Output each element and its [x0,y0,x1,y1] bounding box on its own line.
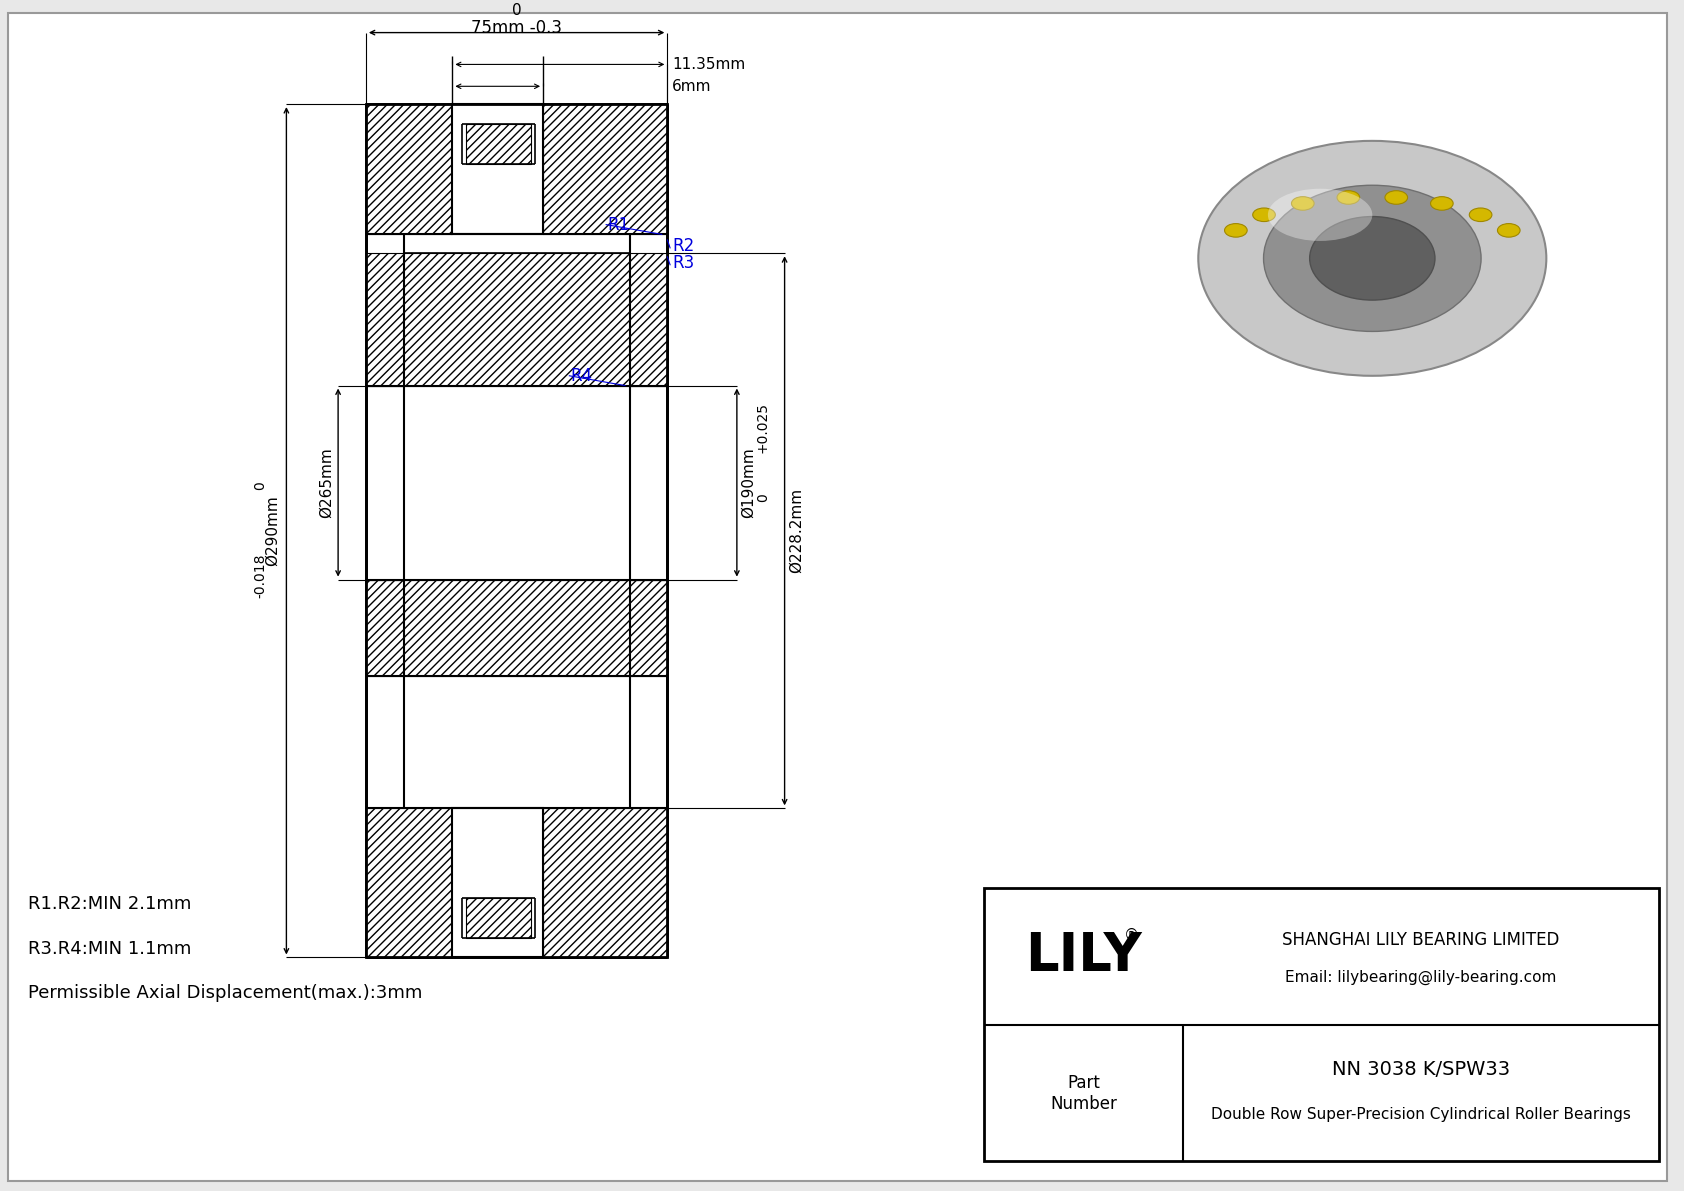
Text: R4: R4 [571,367,593,385]
Text: R3.R4:MIN 1.1mm: R3.R4:MIN 1.1mm [29,940,192,958]
Ellipse shape [1253,208,1275,222]
Ellipse shape [1470,208,1492,222]
Text: 6mm: 6mm [672,79,712,94]
Polygon shape [466,124,530,164]
Text: Ø228.2mm: Ø228.2mm [790,488,803,573]
Text: 0: 0 [512,4,522,18]
Text: NN 3038 K/SPW33: NN 3038 K/SPW33 [1332,1060,1511,1079]
Text: 75mm -0.3: 75mm -0.3 [472,19,562,37]
Text: Ø190mm: Ø190mm [741,447,756,518]
Ellipse shape [1310,217,1435,300]
Bar [453,809,542,958]
Ellipse shape [1263,186,1482,331]
Ellipse shape [1292,197,1314,211]
Text: 0: 0 [254,481,268,491]
Bar [985,887,1659,1161]
Text: Email: lilybearing@lily-bearing.com: Email: lilybearing@lily-bearing.com [1285,969,1556,985]
Text: LILY: LILY [1026,930,1142,983]
Text: Permissible Axial Displacement(max.):3mm: Permissible Axial Displacement(max.):3mm [29,984,423,1003]
Polygon shape [365,809,453,958]
Text: Ø265mm: Ø265mm [318,447,333,518]
Text: Ø290mm: Ø290mm [264,495,280,566]
Text: R1.R2:MIN 2.1mm: R1.R2:MIN 2.1mm [29,894,192,912]
Text: -0.018: -0.018 [254,554,268,598]
Ellipse shape [1384,191,1408,205]
Bar [365,104,667,958]
Text: R2: R2 [672,237,694,255]
Polygon shape [365,580,667,676]
Text: +0.025: +0.025 [756,403,770,454]
Text: ®: ® [1123,928,1140,943]
Text: Double Row Super-Precision Cylindrical Roller Bearings: Double Row Super-Precision Cylindrical R… [1211,1108,1632,1122]
Text: Part
Number: Part Number [1051,1074,1118,1114]
Text: 11.35mm: 11.35mm [672,57,746,71]
Ellipse shape [1430,197,1453,211]
Text: 0: 0 [756,493,770,501]
Text: R1: R1 [608,216,630,233]
Polygon shape [365,104,453,235]
Ellipse shape [1224,224,1248,237]
Bar [453,104,542,235]
Ellipse shape [1337,191,1359,205]
Text: SHANGHAI LILY BEARING LIMITED: SHANGHAI LILY BEARING LIMITED [1282,930,1559,948]
Polygon shape [542,104,667,235]
Ellipse shape [1497,224,1521,237]
Polygon shape [466,898,530,937]
Text: R3: R3 [672,255,694,273]
Ellipse shape [1199,141,1546,376]
Polygon shape [365,254,667,386]
Polygon shape [542,809,667,958]
Ellipse shape [1268,188,1372,241]
